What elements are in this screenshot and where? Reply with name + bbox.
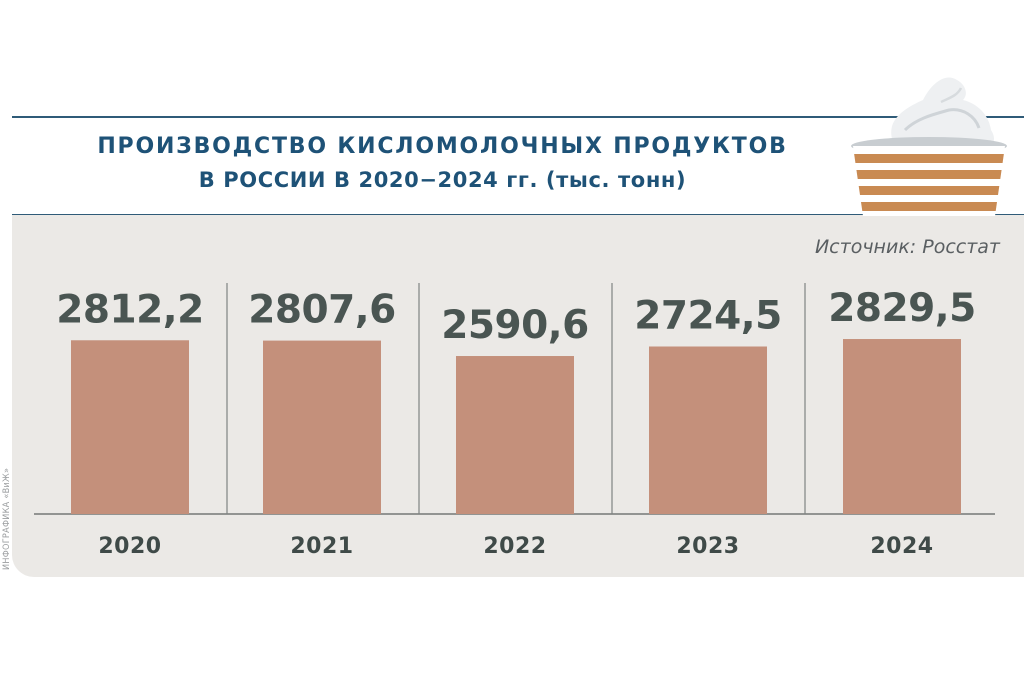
value-label: 2829,5 [828,286,976,331]
x-tick-label: 2021 [290,534,353,559]
sour-cream-cup-icon [851,77,1007,216]
bar-2023 [649,346,767,514]
value-label: 2590,6 [441,303,589,348]
x-tick-label: 2022 [483,534,546,559]
value-label: 2812,2 [56,287,204,332]
bar-2022 [456,356,574,514]
value-label: 2724,5 [634,293,782,338]
x-tick-label: 2024 [870,534,933,559]
x-tick-label: 2020 [98,534,161,559]
bar-2020 [71,340,189,514]
chart-title-line-1: ПРОИЗВОДСТВО КИСЛОМОЛОЧНЫХ ПРОДУКТОВ [97,134,788,159]
bar-2021 [263,340,381,514]
bar-2024 [843,339,961,514]
chart-title-line-2: В РОССИИ В 2020−2024 гг. (тыс. тонн) [198,168,687,192]
value-label: 2807,6 [248,288,396,333]
x-tick-label: 2023 [676,534,739,559]
source-note: Источник: Росстат [814,236,1000,258]
top-rule [12,116,1024,118]
